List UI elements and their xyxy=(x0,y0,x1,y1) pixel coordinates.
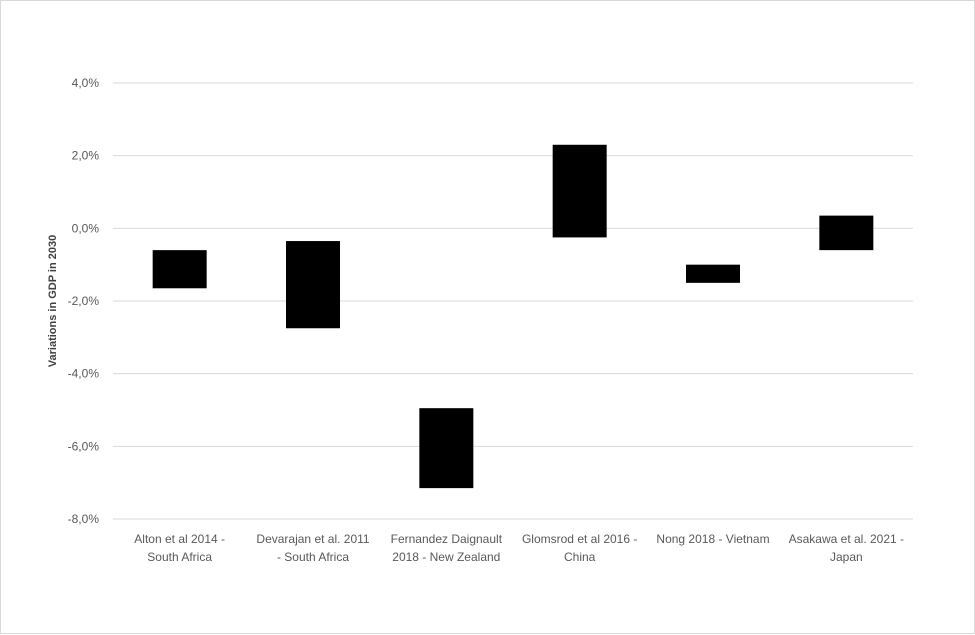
range-bar xyxy=(286,241,340,329)
category-label: Nong 2018 - Vietnam xyxy=(656,532,769,546)
y-tick-label: -4,0% xyxy=(68,367,100,381)
gridlines xyxy=(113,82,913,520)
category-label-line: China xyxy=(564,550,596,564)
y-tick-label: 4,0% xyxy=(72,76,100,90)
category-label-line: Alton et al 2014 - xyxy=(134,532,225,546)
category-label-line: 2018 - New Zealand xyxy=(392,550,500,564)
category-label-line: Devarajan et al. 2011 xyxy=(256,532,370,546)
category-label-line: - South Africa xyxy=(277,550,349,564)
y-tick-label: 0,0% xyxy=(72,221,100,235)
category-label-line: South Africa xyxy=(147,550,212,564)
x-axis-categories: Alton et al 2014 - South Africa Devarajan … xyxy=(134,532,904,564)
range-bar xyxy=(419,408,474,489)
range-bar xyxy=(819,215,874,251)
y-axis-ticks: 4,0% 2,0% 0,0% -2,0% -4,0% -6,0% -8,0% xyxy=(68,76,100,526)
y-tick-label: -2,0% xyxy=(68,294,100,308)
y-axis-title: Variations in GDP in 2030 xyxy=(47,235,59,367)
category-label-line: Nong 2018 - Vietnam xyxy=(656,532,769,546)
category-label: Glomsrod et al 2016 - China xyxy=(522,532,637,564)
category-label-line: Fernandez Daignault xyxy=(391,532,503,546)
category-label: Asakawa et al. 2021 - Japan xyxy=(789,532,904,564)
category-label-line: Glomsrod et al 2016 - xyxy=(522,532,637,546)
category-label-line: Asakawa et al. 2021 - xyxy=(789,532,904,546)
y-tick-label: 2,0% xyxy=(72,149,100,163)
range-bars xyxy=(152,144,874,489)
y-tick-label: -6,0% xyxy=(68,439,100,453)
category-label: Devarajan et al. 2011 - South Africa xyxy=(256,532,370,564)
range-bar xyxy=(552,144,607,238)
range-bar xyxy=(686,264,740,283)
range-bar xyxy=(152,250,207,289)
category-label-line: Japan xyxy=(830,550,863,564)
category-label: Fernandez Daignault 2018 - New Zealand xyxy=(391,532,503,564)
y-tick-label: -8,0% xyxy=(68,512,100,526)
category-label: Alton et al 2014 - South Africa xyxy=(134,532,225,564)
